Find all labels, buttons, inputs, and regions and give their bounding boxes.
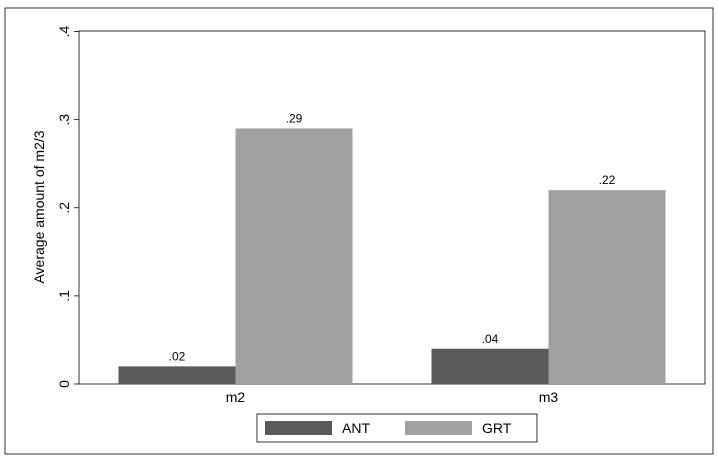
data-label: .04 <box>482 332 499 346</box>
category-label-m2: m2 <box>226 389 246 405</box>
legend-swatch-ant <box>265 421 332 435</box>
bars-layer: .02 .29 .04 .22 <box>118 111 666 384</box>
bar-ant-m3 <box>431 348 549 384</box>
legend-label-ant: ANT <box>342 420 370 436</box>
y-tick-label: .2 <box>56 202 72 214</box>
legend-label-grt: GRT <box>482 420 512 436</box>
legend: ANT GRT <box>256 413 538 443</box>
bar-grt-m2 <box>235 128 353 384</box>
bar-ant-m2 <box>118 366 236 384</box>
y-tick-label: .1 <box>56 290 72 302</box>
y-tick-label: 0 <box>56 380 72 388</box>
data-label: .02 <box>169 349 186 363</box>
bar-grt-m3 <box>548 190 666 384</box>
axis-ticks-layer: 0 .1 .2 .3 .4 m2 m3 <box>56 25 558 405</box>
data-label: .29 <box>286 111 303 125</box>
data-label: .22 <box>599 173 616 187</box>
y-axis-label: Average amount of m2/3 <box>31 130 47 283</box>
y-tick-label: .4 <box>56 25 72 37</box>
category-label-m3: m3 <box>539 389 559 405</box>
y-tick-label: .3 <box>56 114 72 126</box>
legend-swatch-grt <box>405 421 472 435</box>
